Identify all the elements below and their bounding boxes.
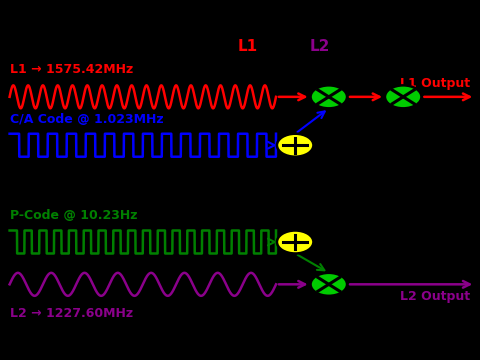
- Text: L2 Output: L2 Output: [400, 290, 470, 303]
- Text: and: and: [262, 39, 304, 54]
- Text: L2: L2: [310, 39, 330, 54]
- Text: L1 → 1575.42MHz: L1 → 1575.42MHz: [10, 63, 133, 76]
- Text: NAV/System Data @ 50Hz: NAV/System Data @ 50Hz: [10, 161, 189, 174]
- Circle shape: [277, 134, 313, 157]
- Text: L2 → 1227.60MHz: L2 → 1227.60MHz: [10, 307, 133, 320]
- Circle shape: [277, 230, 313, 253]
- Circle shape: [385, 85, 421, 108]
- Text: P-Code @ 10.23Hz: P-Code @ 10.23Hz: [10, 209, 137, 222]
- Text: C/A Code @ 1.023MHz: C/A Code @ 1.023MHz: [10, 113, 163, 126]
- Circle shape: [311, 273, 347, 296]
- Text: L1 Output: L1 Output: [400, 77, 470, 90]
- Text: Signals on: Signals on: [62, 39, 156, 54]
- Circle shape: [311, 85, 347, 108]
- Text: L1: L1: [238, 39, 258, 54]
